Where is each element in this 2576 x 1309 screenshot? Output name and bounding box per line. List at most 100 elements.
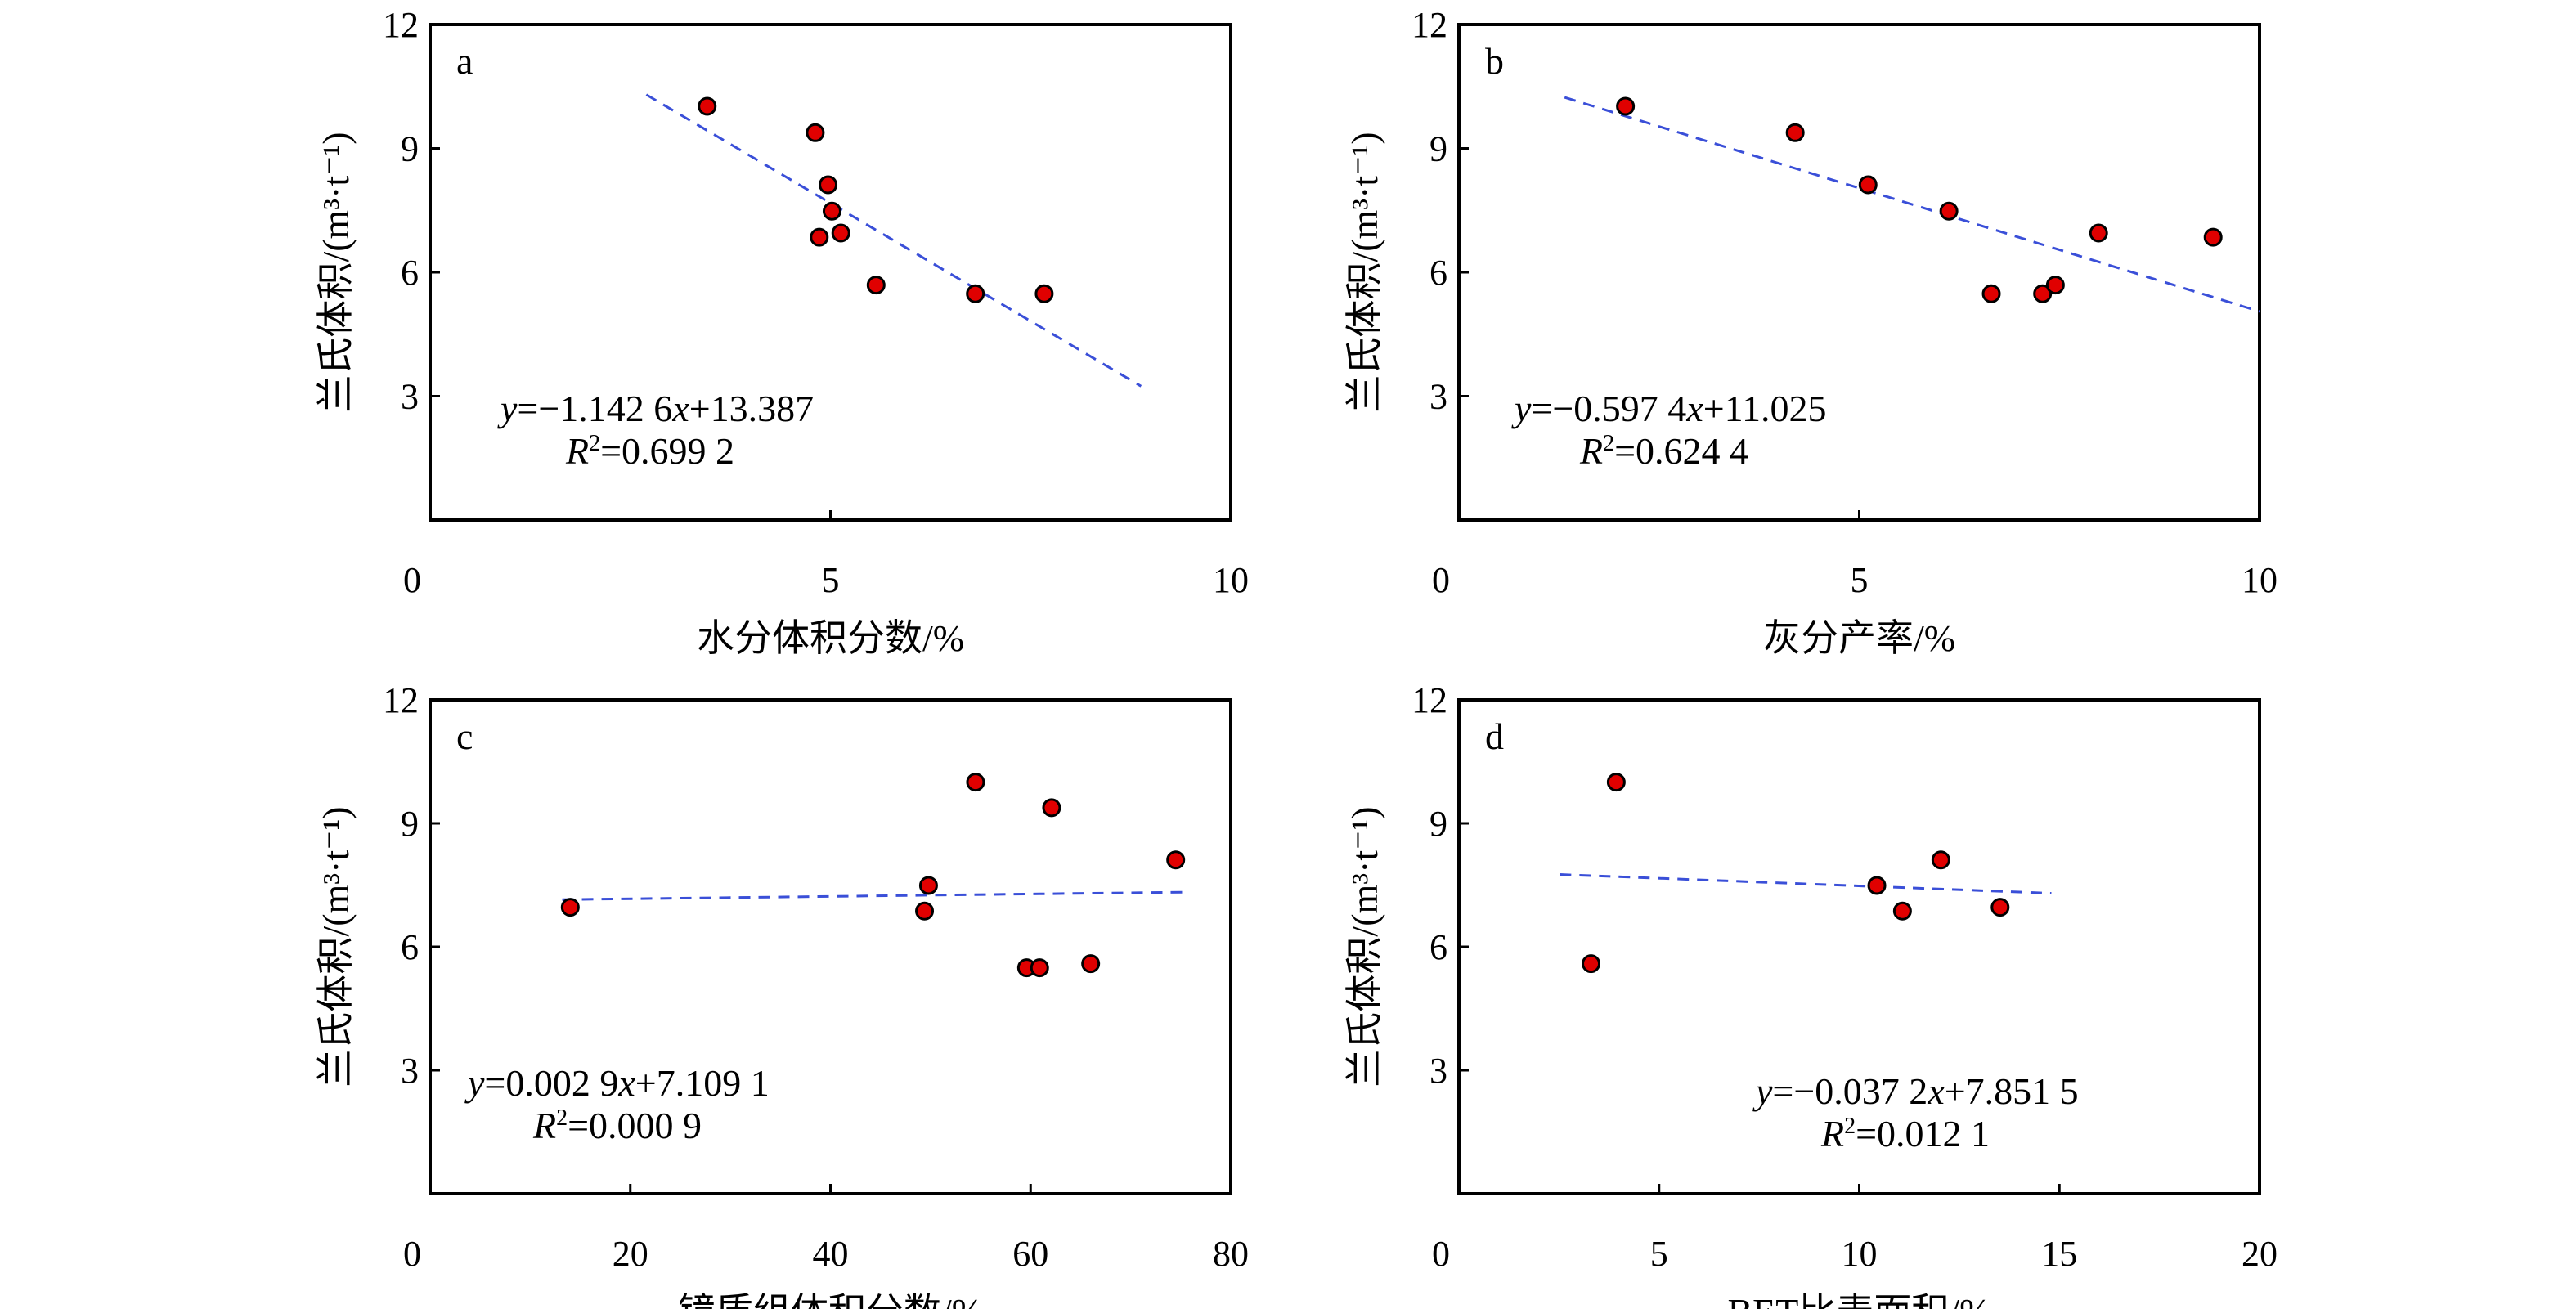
data-point (866, 276, 886, 295)
data-point (819, 175, 838, 195)
data-point (966, 773, 985, 792)
regression-equation: y=−0.037 2x+7.851 5 (1752, 1070, 2079, 1112)
y-tick-label: 6 (1429, 927, 1447, 967)
trend-line (1564, 96, 2260, 313)
data-point (560, 898, 580, 917)
y-tick-label: 12 (383, 5, 419, 45)
data-point (1785, 123, 1805, 142)
superscript: 2 (1844, 1114, 1856, 1139)
eq-coef: =−1.142 6 (517, 388, 672, 429)
data-point (2089, 223, 2108, 243)
r-squared: R2=0.624 4 (1579, 430, 1748, 472)
r-symbol: R (1820, 1113, 1844, 1154)
y-tick-label: 6 (1429, 253, 1447, 293)
data-point (966, 284, 985, 303)
eq-coef: =−0.597 4 (1531, 388, 1686, 429)
regression-equation: y=−1.142 6x+13.387 (497, 388, 814, 429)
y-tick-label: 9 (1429, 804, 1447, 844)
eq-y: y (497, 388, 518, 429)
eq-intercept: +13.387 (689, 388, 814, 429)
eq-y: y (1511, 388, 1532, 429)
r-squared-value: =0.012 1 (1856, 1113, 1990, 1154)
regression-equation: y=0.002 9x+7.109 1 (464, 1062, 770, 1104)
data-point (1981, 284, 2001, 303)
data-point (1990, 898, 2010, 917)
data-point (1892, 901, 1912, 921)
superscript: 2 (589, 431, 600, 456)
panel-label: b (1485, 40, 1504, 82)
y-tick-label: 12 (1411, 5, 1447, 45)
panel-a: 0 5 10 3 6 9 12 a 水分体积分数/% 兰氏体积/(m³·t⁻¹) y=−1.142 … (315, 5, 1249, 659)
x-axis-label: 镜质组体积分数/% (678, 1291, 983, 1309)
y-axis-label: 兰氏体积/(m³·t⁻¹) (1344, 132, 1385, 412)
panel-label: d (1485, 715, 1504, 757)
panel-d: 0 5 10 15 20 3 6 9 12 d BET比表面积/% 兰氏体积/(m³·t⁻¹) y=−0… (1344, 680, 2278, 1309)
x-tick-label: 10 (2242, 560, 2278, 600)
y-tick-label: 6 (401, 927, 419, 967)
r-squared-value: =0.624 4 (1614, 430, 1748, 472)
x-tick-label: 0 (1432, 560, 1450, 600)
r-symbol: R (565, 430, 589, 472)
data-point (1931, 850, 1950, 870)
x-tick-label: 10 (1213, 560, 1249, 600)
eq-y: y (1752, 1070, 1773, 1112)
panel-label: c (456, 715, 473, 757)
data-point (1030, 958, 1049, 978)
y-tick-label: 12 (1411, 680, 1447, 720)
data-point (1034, 284, 1054, 303)
data-point (1081, 954, 1101, 974)
x-tick-label: 40 (813, 1234, 849, 1274)
y-axis-label: 兰氏体积/(m³·t⁻¹) (315, 806, 357, 1087)
x-axis-label: 水分体积分数/% (697, 617, 964, 659)
y-axis-label: 兰氏体积/(m³·t⁻¹) (315, 132, 357, 412)
data-point (806, 123, 825, 142)
x-tick-label: 0 (403, 560, 421, 600)
y-tick-label: 3 (1429, 1051, 1447, 1091)
eq-x: x (617, 1062, 635, 1104)
data-point (2033, 284, 2053, 303)
data-point (915, 901, 935, 921)
y-tick-label: 9 (401, 129, 419, 169)
data-point (1939, 201, 1959, 221)
y-tick-label: 3 (401, 377, 419, 417)
data-point (1606, 773, 1626, 792)
plot-frame (429, 23, 1232, 522)
data-point (1616, 96, 1636, 116)
data-point (1042, 798, 1061, 818)
plot-frame (1457, 23, 2261, 522)
x-tick-label: 5 (1851, 560, 1869, 600)
eq-coef: =0.002 9 (484, 1062, 618, 1104)
eq-coef: =−0.037 2 (1772, 1070, 1928, 1112)
data-point (2045, 276, 2065, 295)
x-tick-label: 10 (1842, 1234, 1878, 1274)
data-point (698, 96, 717, 116)
data-point (1867, 876, 1887, 895)
r-symbol: R (1579, 430, 1603, 472)
eq-x: x (671, 388, 689, 429)
panel-b: 0 5 10 3 6 9 12 b 灰分产率/% 兰氏体积/(m³·t⁻¹) y=−0.597 4x… (1344, 5, 2278, 659)
panel-label: a (456, 40, 473, 82)
y-tick-label: 6 (401, 253, 419, 293)
eq-x: x (1685, 388, 1703, 429)
regression-equation: y=−0.597 4x+11.025 (1511, 388, 1826, 429)
x-tick-label: 5 (822, 560, 840, 600)
superscript: 2 (556, 1105, 568, 1131)
data-point (2203, 227, 2223, 247)
y-tick-label: 9 (401, 804, 419, 844)
eq-intercept: +7.109 1 (635, 1062, 770, 1104)
eq-x: x (1927, 1070, 1945, 1112)
panel-c: 02040608036912c镜质组体积分数/%兰氏体积/(m³·t⁻¹)y=0… (315, 680, 1249, 1309)
y-tick-label: 3 (401, 1051, 419, 1091)
x-axis-label: BET比表面积/% (1728, 1291, 1991, 1309)
y-tick-label: 12 (383, 680, 419, 720)
x-tick-label: 80 (1213, 1234, 1249, 1274)
eq-y: y (464, 1062, 485, 1104)
y-tick-label: 9 (1429, 129, 1447, 169)
x-tick-label: 0 (1432, 1234, 1450, 1274)
eq-intercept: +7.851 5 (1945, 1070, 2079, 1112)
x-tick-label: 20 (613, 1234, 648, 1274)
data-point (1166, 850, 1186, 870)
trend-line (1560, 873, 2052, 895)
x-tick-label: 60 (1012, 1234, 1048, 1274)
